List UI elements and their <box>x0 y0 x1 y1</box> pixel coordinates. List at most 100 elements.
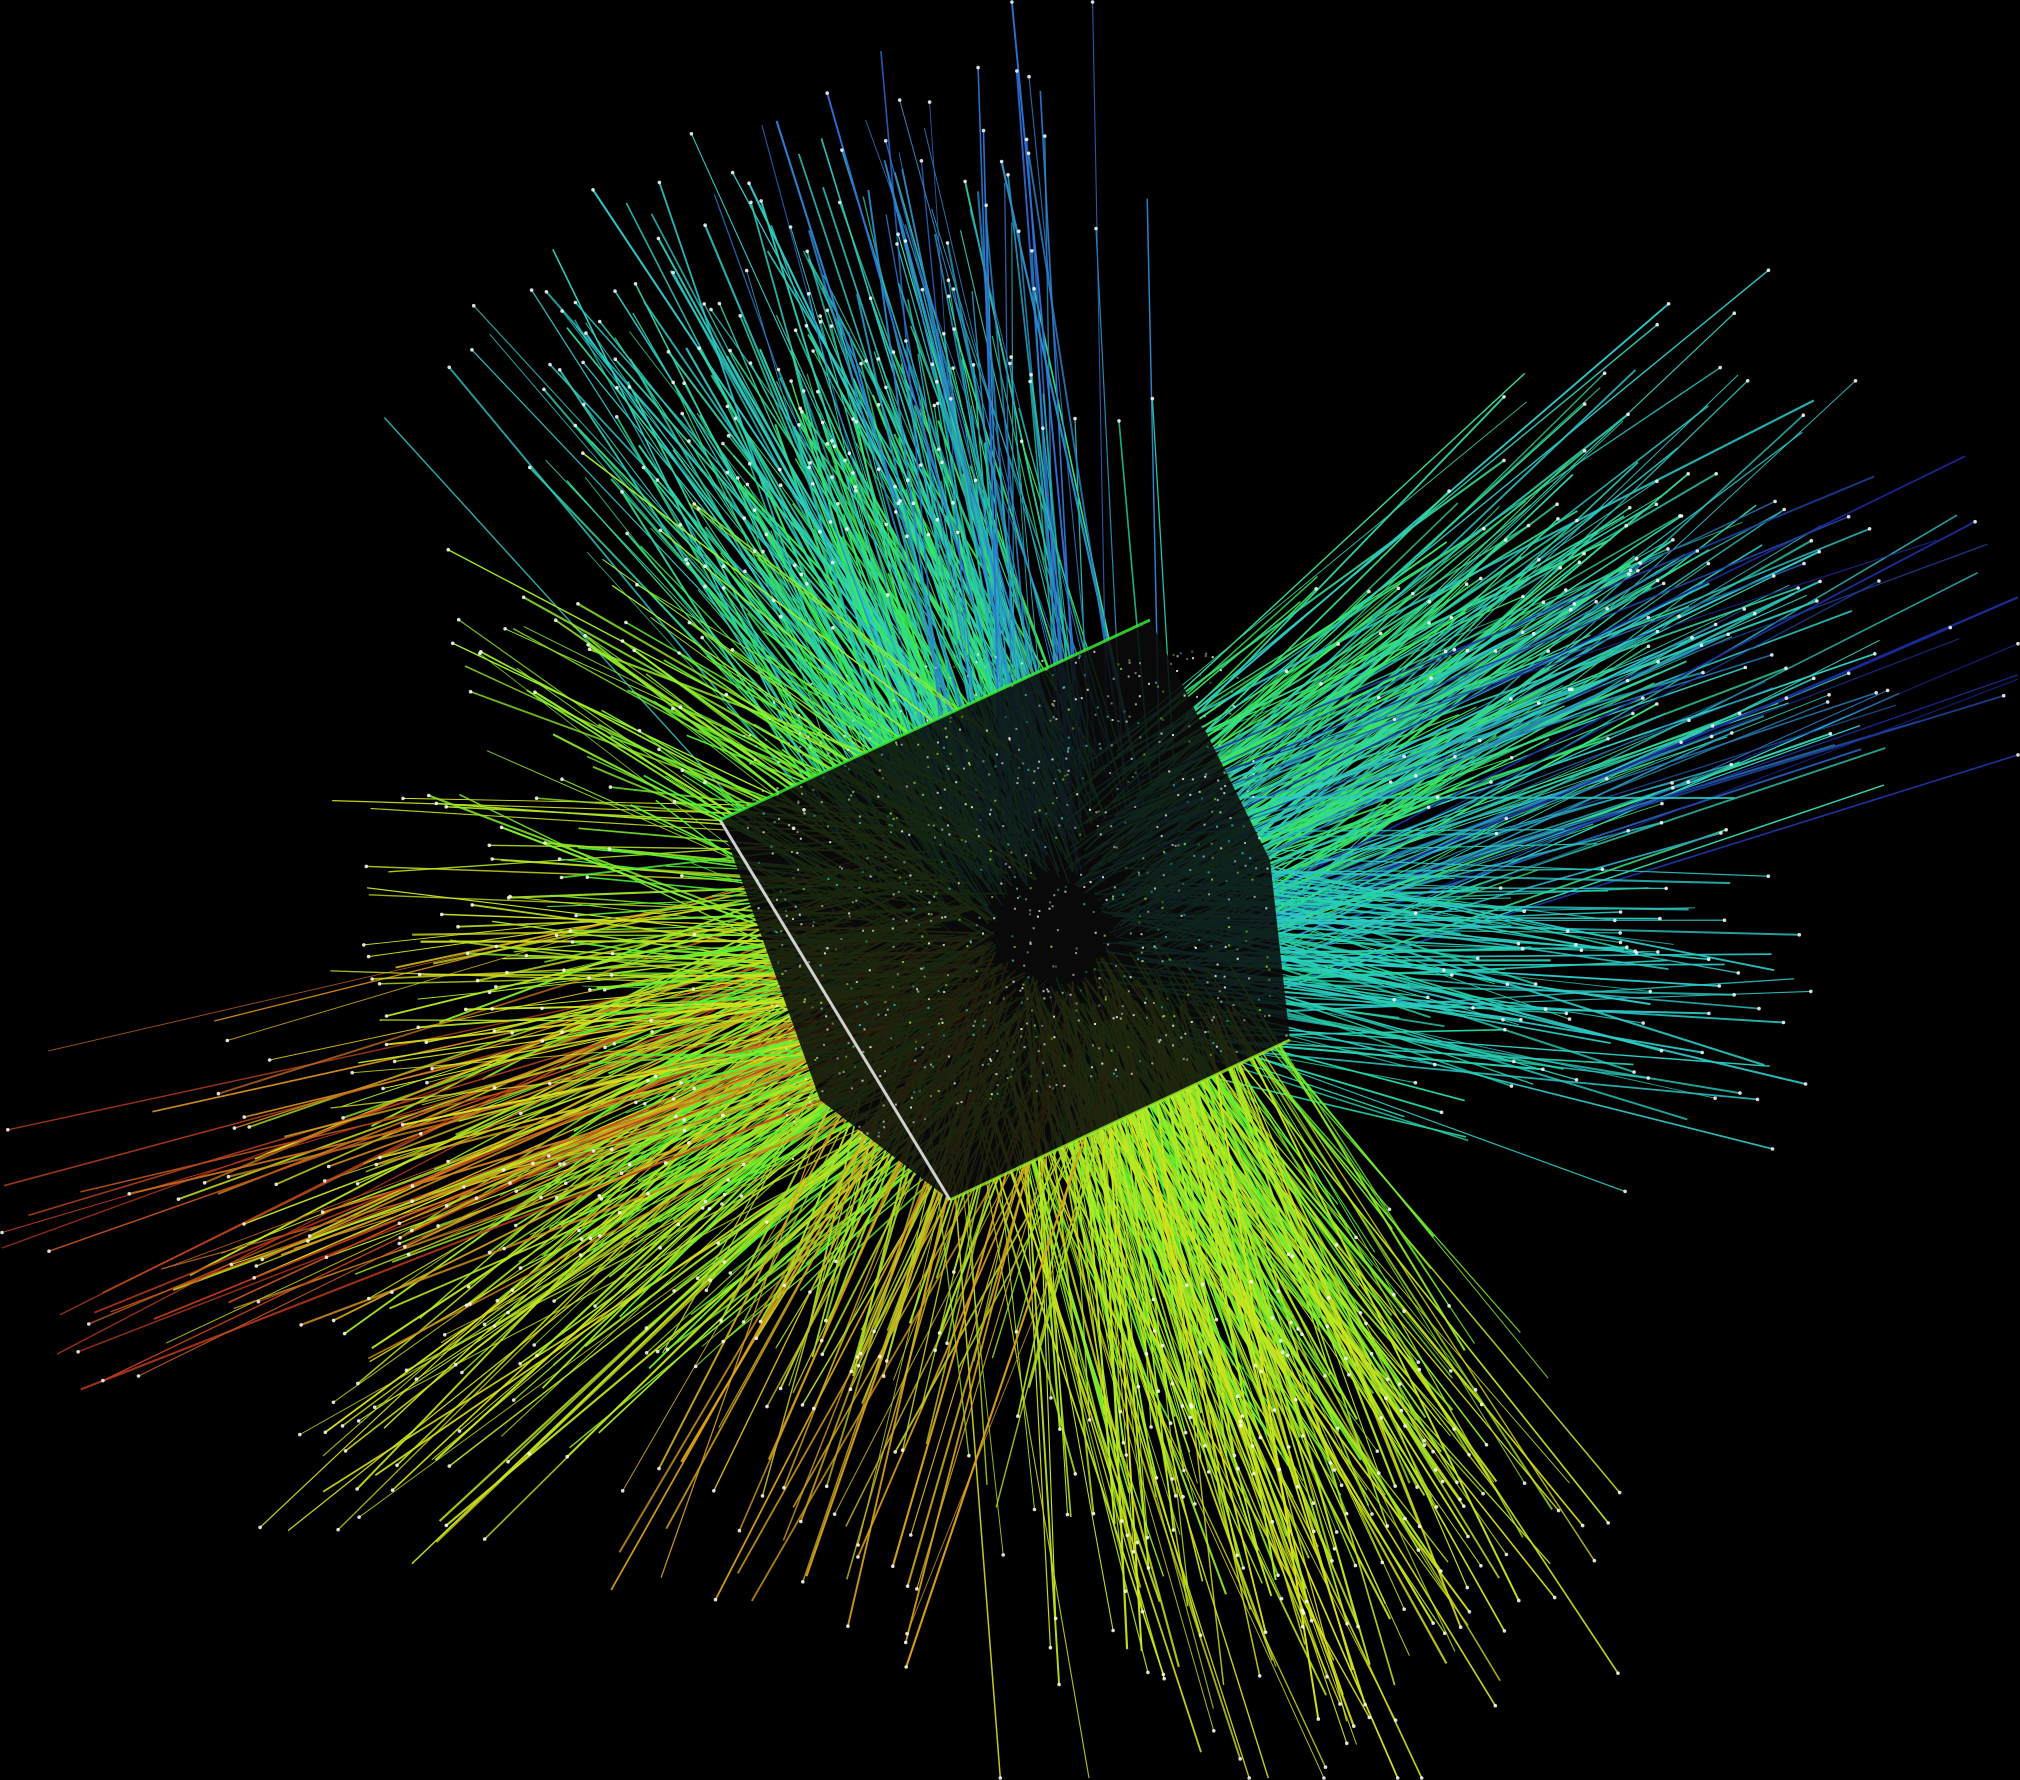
dot-icon <box>872 1329 876 1334</box>
dot-icon <box>1309 1618 1314 1623</box>
dot-icon <box>1411 591 1415 596</box>
core-speckle <box>1055 718 1058 721</box>
core-speckle <box>1029 887 1032 890</box>
radiating-line <box>1080 1089 1336 1471</box>
dot-icon <box>560 777 564 781</box>
dot-icon <box>830 439 834 443</box>
dot-icon <box>804 323 809 328</box>
dot-icon <box>1710 724 1715 728</box>
core-speckle <box>818 731 820 734</box>
dot-icon <box>544 290 549 294</box>
core-speckle <box>998 682 1001 685</box>
dot-icon <box>1144 1352 1149 1356</box>
dot-icon <box>1334 1243 1339 1247</box>
core-speckle <box>1253 895 1256 898</box>
radiating-line <box>1228 1014 1553 1510</box>
core-speckle <box>800 785 803 788</box>
dot-icon <box>364 864 369 869</box>
dot-icon <box>1659 1048 1664 1053</box>
dot-icon <box>557 857 562 861</box>
dot-icon <box>1008 361 1012 366</box>
dot-icon <box>896 501 901 506</box>
dot-icon <box>686 561 690 566</box>
core-speckle <box>892 699 895 702</box>
core-speckle <box>794 1116 797 1119</box>
core-speckle <box>943 788 946 791</box>
dot-icon <box>548 1081 552 1086</box>
core-speckle <box>918 1090 921 1093</box>
core-speckle <box>1113 845 1116 848</box>
radiating-line <box>1220 647 1577 891</box>
dot-icon <box>1336 642 1340 646</box>
dot-icon <box>47 1249 51 1253</box>
dot-icon <box>597 319 602 324</box>
core-speckle <box>823 1044 825 1046</box>
dot-icon <box>1370 1512 1374 1516</box>
core-speckle <box>1265 907 1268 910</box>
core-speckle <box>848 912 851 915</box>
dot-icon <box>695 1276 700 1281</box>
core-speckle <box>1067 736 1070 739</box>
core-speckle <box>1128 659 1131 662</box>
dot-icon <box>778 483 783 488</box>
dot-icon <box>904 1665 908 1669</box>
core-speckle <box>1099 747 1102 750</box>
dot-icon <box>403 1245 407 1249</box>
dot-icon <box>1690 635 1694 640</box>
core-speckle <box>914 711 917 714</box>
dot-icon <box>680 411 684 416</box>
core-speckle <box>1001 762 1004 765</box>
core-speckle <box>1182 882 1185 885</box>
core-speckle <box>1123 710 1126 713</box>
dot-icon <box>1655 629 1660 634</box>
core-speckle <box>1097 810 1100 813</box>
dot-icon <box>1417 1524 1422 1529</box>
radiating-line <box>1044 136 1056 748</box>
core-speckle <box>917 990 920 993</box>
dot-icon <box>1766 874 1771 878</box>
core-speckle <box>949 720 952 723</box>
dot-icon <box>1135 1540 1140 1545</box>
dot-icon <box>936 447 941 452</box>
dot-icon <box>508 1181 512 1185</box>
dot-icon <box>1238 1423 1243 1428</box>
dot-icon <box>1453 755 1457 759</box>
radiating-line <box>971 1099 1090 1779</box>
dot-icon <box>377 982 382 986</box>
dot-icon <box>935 401 940 406</box>
core-speckle <box>1190 1021 1193 1023</box>
dot-icon <box>564 1181 568 1185</box>
dot-icon <box>1311 1501 1316 1505</box>
core-speckle <box>917 743 920 746</box>
core-speckle <box>1223 986 1226 989</box>
core-speckle <box>937 741 939 744</box>
core-speckle <box>987 661 990 664</box>
dot-icon <box>1473 1388 1478 1392</box>
core-speckle <box>1173 1015 1176 1018</box>
core-speckle <box>1034 811 1037 814</box>
dot-icon <box>1443 649 1448 654</box>
core-speckle <box>1002 825 1005 827</box>
dot-icon <box>1286 1252 1291 1256</box>
dot-icon <box>1345 1741 1349 1746</box>
core-speckle <box>790 851 793 853</box>
core-speckle <box>785 1047 788 1050</box>
dot-icon <box>587 976 591 980</box>
dot-icon <box>1623 1189 1627 1194</box>
dot-icon <box>998 1776 1003 1780</box>
dot-icon <box>1479 1402 1484 1407</box>
core-speckle <box>819 742 822 745</box>
core-speckle <box>968 762 970 765</box>
core-speckle <box>1064 885 1067 888</box>
dot-icon <box>101 1378 105 1383</box>
dot-icon <box>665 1347 670 1352</box>
core-speckle <box>882 1104 885 1107</box>
dot-icon <box>846 1624 850 1628</box>
core-speckle <box>1083 903 1086 906</box>
dot-icon <box>1772 574 1776 578</box>
core-speckle <box>1214 975 1217 978</box>
core-speckle <box>1023 1046 1026 1049</box>
dot-icon <box>679 1081 683 1085</box>
core-speckle <box>1038 704 1041 707</box>
